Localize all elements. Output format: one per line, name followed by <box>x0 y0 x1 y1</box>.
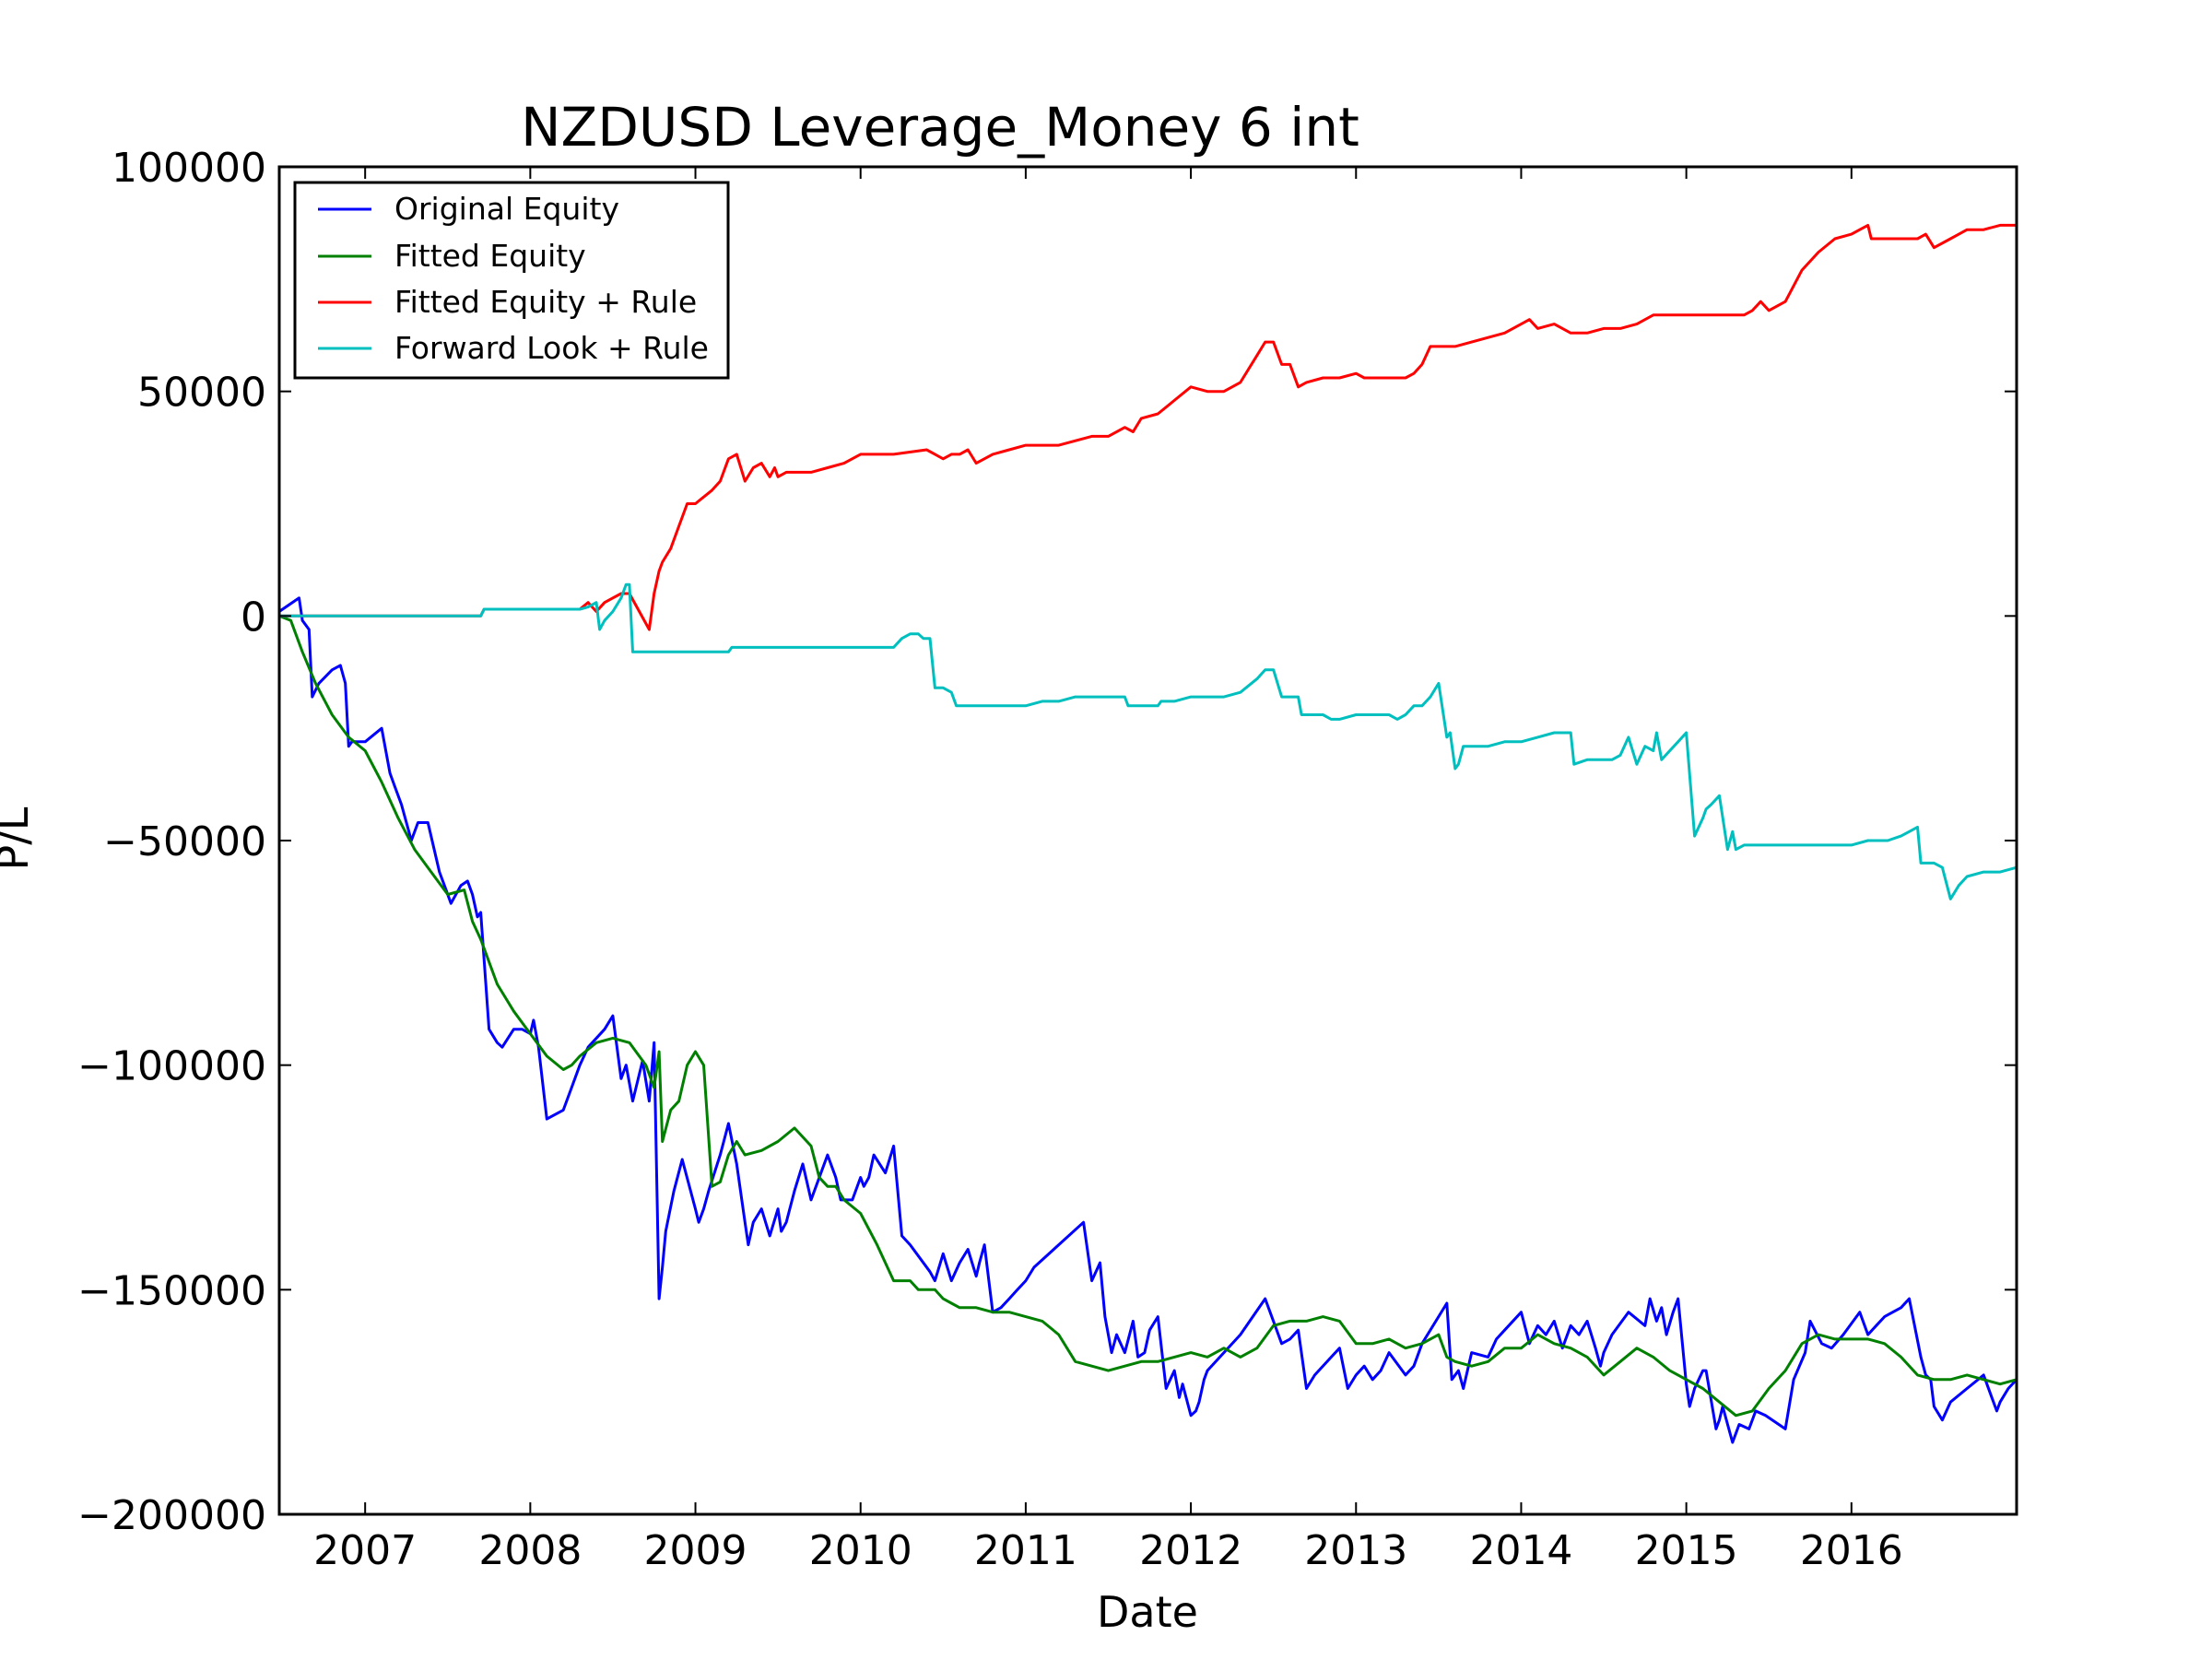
y-tick-label: 50000 <box>137 370 266 417</box>
y-tick-label: 100000 <box>112 145 266 192</box>
y-axis-label: P/L <box>0 806 38 870</box>
x-tick-label: 2012 <box>1139 1527 1242 1574</box>
y-tick-label: −100000 <box>77 1043 266 1090</box>
x-tick-label: 2016 <box>1800 1527 1903 1574</box>
y-tick-label: −50000 <box>103 818 266 865</box>
series-line-original-equity <box>279 596 2017 1444</box>
y-tick-label: 0 <box>241 594 266 641</box>
legend-box <box>293 181 730 380</box>
x-tick-label: 2007 <box>313 1527 417 1574</box>
x-tick-label: 2013 <box>1304 1527 1407 1574</box>
ticks-layer: 2007 2008 2009 2010 2011 2012 2013 2014 2015 2016… <box>77 145 2017 1574</box>
x-axis-label: Date <box>1097 1587 1198 1637</box>
x-tick-label: 2008 <box>478 1527 582 1574</box>
y-tick-label: −200000 <box>77 1492 266 1539</box>
plot-area-frame <box>277 165 2018 1516</box>
x-tick-label: 2015 <box>1635 1527 1738 1574</box>
legend: Original Equity Fitted Equity Fitted Equ… <box>293 181 730 380</box>
legend-label-forward-look-rule: Forward Look + Rule <box>394 330 709 366</box>
legend-label-fitted-equity: Fitted Equity <box>394 238 586 274</box>
x-tick-label: 2009 <box>644 1527 747 1574</box>
x-tick-label: 2010 <box>809 1527 912 1574</box>
legend-label-fitted-equity-rule: Fitted Equity + Rule <box>394 284 697 320</box>
series-line-fitted-equity-rule <box>279 223 2017 631</box>
legend-label-original-equity: Original Equity <box>394 191 619 227</box>
chart-title: NZDUSD Leverage_Money 6 int <box>521 96 1359 159</box>
series-layer <box>279 223 2017 1444</box>
y-tick-label: −150000 <box>77 1267 266 1314</box>
x-tick-label: 2011 <box>974 1527 1077 1574</box>
series-line-forward-look-rule <box>279 582 2017 900</box>
series-line-fitted-equity <box>279 614 2017 1418</box>
x-tick-label: 2014 <box>1469 1527 1572 1574</box>
